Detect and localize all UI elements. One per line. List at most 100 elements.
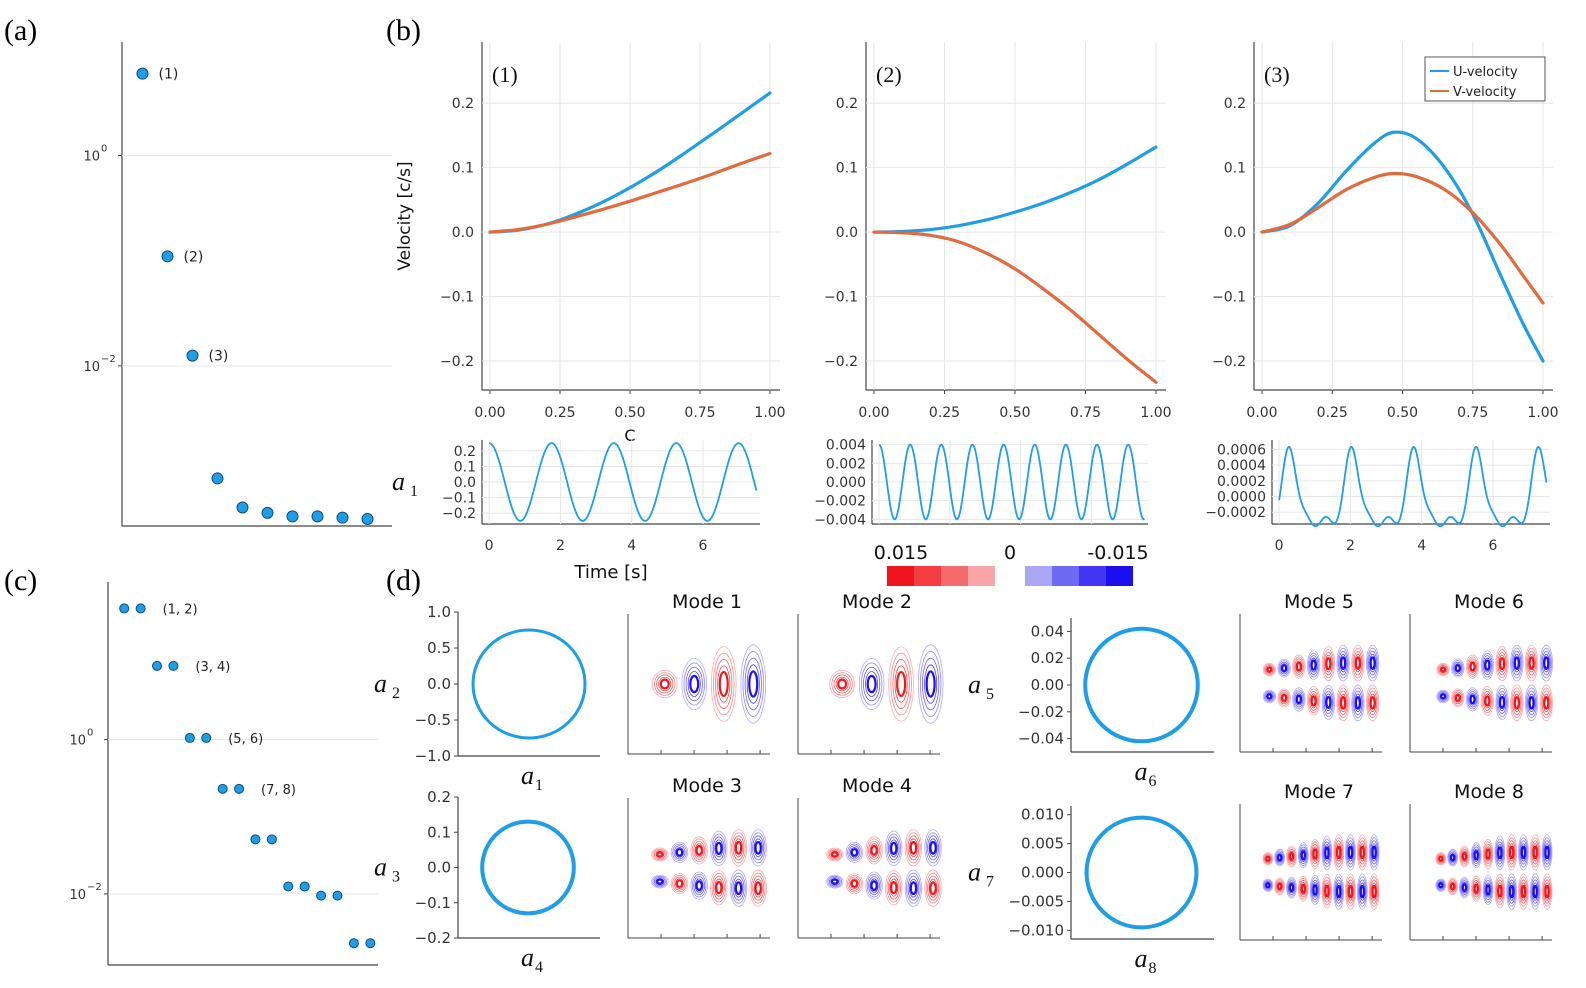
contour-line bbox=[1542, 837, 1552, 868]
contour-line bbox=[1276, 851, 1284, 864]
contour-line bbox=[1470, 842, 1482, 869]
x-tick-label: 4 bbox=[1417, 538, 1426, 554]
y-tick-label: 10 bbox=[83, 360, 100, 375]
contour-line bbox=[1507, 879, 1516, 904]
contour-line bbox=[656, 878, 664, 885]
y-tick-label: 0.0 bbox=[452, 225, 474, 241]
y-tick-label: 0.04 bbox=[1031, 622, 1064, 640]
contour-line bbox=[1265, 882, 1271, 889]
contour-line bbox=[1309, 874, 1321, 905]
contour-line bbox=[1436, 879, 1446, 891]
contour-line bbox=[1518, 834, 1529, 871]
contour-line bbox=[1484, 659, 1491, 671]
y-tick-label: −0.005 bbox=[1008, 892, 1064, 910]
y-tick-label: 0.2 bbox=[836, 96, 858, 112]
data-point bbox=[217, 783, 228, 794]
legend-label: V-velocity bbox=[1453, 85, 1517, 100]
contour-line bbox=[1532, 884, 1538, 899]
contour-line bbox=[1473, 850, 1479, 861]
contour-line bbox=[1484, 695, 1491, 707]
y-tick-label: −0.002 bbox=[814, 494, 866, 510]
contour-line bbox=[1321, 684, 1335, 720]
data-point bbox=[261, 506, 274, 519]
contour-line bbox=[710, 646, 737, 722]
contour-line bbox=[1310, 841, 1320, 867]
contour-line bbox=[1371, 845, 1377, 860]
data-point bbox=[266, 834, 277, 845]
contour-line bbox=[1335, 840, 1343, 865]
contour-line bbox=[1520, 884, 1527, 899]
x-tick-label: 1.00 bbox=[754, 405, 785, 421]
contour-line bbox=[1262, 689, 1276, 704]
contour-line bbox=[1496, 649, 1508, 679]
colorbar-mid-label: 0 bbox=[1004, 542, 1016, 564]
contour-line bbox=[1322, 687, 1334, 717]
y-axis-label: Velocity [c/s] bbox=[395, 161, 415, 270]
contour-line bbox=[919, 651, 942, 717]
contour-line bbox=[909, 881, 918, 896]
x-tick-label: 2 bbox=[1346, 538, 1355, 554]
contour-line bbox=[1497, 651, 1507, 676]
y-tick-label: −0.1 bbox=[415, 894, 451, 912]
y-tick-label: 0.0002 bbox=[1217, 474, 1266, 490]
mode-title: Mode 6 bbox=[1454, 591, 1524, 613]
contour-line bbox=[1322, 876, 1332, 906]
contour-line bbox=[1263, 879, 1273, 891]
x-axis-label: a bbox=[521, 943, 534, 972]
time-series-ts2: 0.004 0.002 0.000 −0.002 −0.004 bbox=[814, 438, 1148, 528]
contour-line bbox=[868, 840, 880, 860]
y-tick-label: 0.2 bbox=[1224, 96, 1246, 112]
contour-line bbox=[675, 879, 684, 888]
x-tick-label: 0.00 bbox=[474, 405, 505, 421]
contour-line bbox=[1338, 650, 1348, 676]
contour-line bbox=[714, 839, 724, 858]
contour-line bbox=[1321, 646, 1335, 682]
contour-line bbox=[1540, 687, 1552, 719]
contour-line bbox=[734, 881, 743, 896]
contour-line bbox=[924, 664, 938, 704]
series-line bbox=[489, 442, 758, 522]
contour-line bbox=[890, 881, 898, 895]
contour-line bbox=[1510, 644, 1524, 682]
contour-line bbox=[850, 848, 859, 857]
panel-label-a: (a) bbox=[4, 14, 37, 47]
y-tick-exponent: 0 bbox=[87, 728, 93, 739]
contour-line bbox=[889, 839, 899, 858]
contour-line bbox=[1274, 877, 1286, 896]
contour-line bbox=[1310, 695, 1317, 707]
contour-line bbox=[1351, 684, 1365, 722]
y-tick-label: −0.1 bbox=[442, 491, 476, 507]
contour-line bbox=[906, 832, 921, 864]
contour-line bbox=[1312, 848, 1318, 860]
contour-line bbox=[1453, 661, 1463, 675]
mode-title: Mode 4 bbox=[842, 775, 912, 797]
y-tick-label: 0.0004 bbox=[1217, 458, 1266, 474]
contour-line bbox=[1321, 873, 1333, 909]
contour-line bbox=[1526, 647, 1538, 679]
contour-line bbox=[865, 671, 879, 697]
contour-line bbox=[1307, 686, 1321, 716]
contour-line bbox=[925, 670, 936, 698]
contour-line bbox=[889, 878, 899, 897]
data-label: (1) bbox=[159, 67, 179, 83]
contour-line bbox=[1351, 644, 1365, 682]
contour-line bbox=[1277, 658, 1291, 678]
contour-line bbox=[670, 841, 689, 863]
contour-line bbox=[1367, 687, 1379, 719]
contour-line bbox=[925, 872, 941, 904]
contour-line bbox=[1287, 880, 1296, 895]
contour-line bbox=[1482, 655, 1492, 675]
y-tick-label: −0.02 bbox=[1018, 703, 1064, 721]
y-tick-label: 0.0 bbox=[454, 475, 476, 491]
y-tick-label: −0.2 bbox=[440, 354, 474, 370]
contour-line bbox=[1495, 838, 1505, 868]
contour-line bbox=[1460, 849, 1469, 864]
mode-title: Mode 5 bbox=[1284, 591, 1354, 613]
contour-line bbox=[749, 829, 767, 867]
x-tick-label: 2 bbox=[556, 538, 565, 554]
contour-line bbox=[1337, 687, 1349, 719]
contour-line bbox=[924, 829, 942, 867]
contour-line bbox=[1298, 877, 1308, 900]
